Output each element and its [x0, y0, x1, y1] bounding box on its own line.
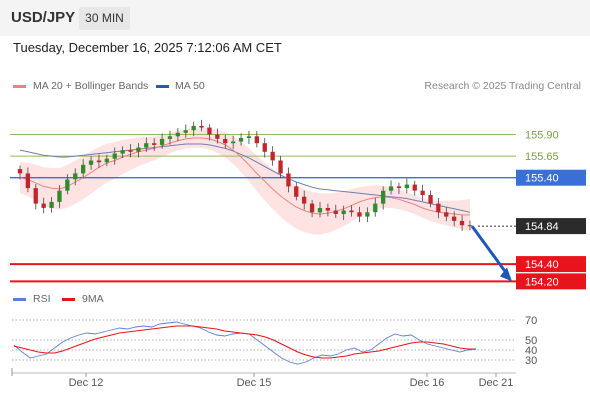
level-154-40-label: 154.40 [525, 259, 559, 271]
candle-body [191, 125, 196, 131]
candle-body [381, 190, 386, 204]
candle-body [317, 208, 323, 213]
level-155-90-label: 155.90 [525, 130, 559, 142]
projection-arrow-head [500, 267, 512, 282]
level-154-40-tag [516, 256, 586, 273]
candle-body [81, 164, 86, 174]
candle-body [428, 195, 433, 204]
candle-body [96, 160, 102, 163]
candle-body [349, 210, 354, 213]
candle-body [444, 212, 449, 217]
candle-body [262, 143, 267, 152]
candle-body [294, 186, 299, 197]
time-axis: Dec 12 Dec 15 Dec 16 Dec 21 [11, 368, 516, 389]
chart-datetime: Tuesday, December 16, 2025 7:12:06 AM CE… [13, 40, 282, 55]
x-tick-label: Dec 16 [410, 377, 445, 389]
candle-body [459, 220, 465, 226]
candle-body [436, 203, 441, 213]
candle-body [128, 150, 133, 152]
candle-body [120, 150, 125, 154]
candle-body [112, 153, 117, 159]
candle-body [88, 160, 94, 165]
candle-body [286, 173, 291, 187]
projection-arrow-shaft [470, 225, 510, 277]
ma20-legend-swatch [13, 85, 26, 88]
bollinger-band [20, 128, 470, 235]
level-154-20-tag [516, 273, 586, 290]
candle-body [270, 151, 275, 161]
candle-body [452, 216, 457, 221]
rsi-tick-70: 70 [525, 315, 537, 327]
level-155-65-label: 155.65 [525, 151, 559, 163]
candle-body [144, 143, 149, 148]
candle-body [215, 134, 220, 139]
level-155-40-label: 155.40 [525, 173, 559, 185]
candle-body [152, 143, 157, 145]
candle-body [341, 210, 346, 214]
candle-body [65, 179, 70, 191]
rsi-tick-50: 50 [525, 335, 537, 347]
research-credit: Research © 2025 Trading Central [424, 80, 581, 92]
candle-body [246, 136, 252, 138]
rsi-tick-30: 30 [525, 355, 537, 367]
level-155-40-tag [516, 169, 586, 186]
candle-body [231, 141, 236, 144]
candle-body [183, 130, 188, 133]
symbol-title: USD/JPY [11, 9, 76, 26]
rsi-tick-40: 40 [525, 345, 537, 357]
level-154-20-label: 154.20 [525, 276, 559, 288]
candle-body [73, 173, 78, 180]
candle-body [278, 160, 283, 174]
ma20-legend-label: MA 20 + Bollinger Bands [33, 80, 149, 92]
candle-body [41, 203, 46, 208]
candle-body [17, 169, 23, 174]
timeframe-badge[interactable]: 30 MIN [79, 7, 130, 30]
rsi-legend-swatch [13, 298, 26, 301]
candle-body [396, 186, 402, 189]
chart-header: USD/JPY 30 MIN [0, 0, 590, 36]
candle-body [175, 132, 180, 137]
ma20-line [19, 137, 470, 216]
candle-body [223, 138, 228, 144]
rsi-9ma-line [13, 325, 476, 359]
rsi-legend-label: RSI [33, 293, 51, 305]
candle-body [199, 125, 204, 128]
candle-body [238, 138, 244, 142]
ma50-line [19, 143, 471, 213]
candle-body [325, 208, 330, 211]
level-154-84-label: 154.84 [525, 221, 559, 233]
x-tick-label: Dec 15 [237, 377, 272, 389]
candle-body [136, 147, 141, 152]
candle-body [33, 188, 38, 204]
candle-body [207, 127, 212, 135]
candle-body [373, 203, 378, 213]
candle-body [167, 136, 173, 139]
candle-body [57, 190, 62, 202]
candle-body [25, 173, 30, 189]
candle-body [365, 212, 370, 217]
ma50-legend-swatch [156, 85, 169, 88]
ma9-legend-label: 9MA [82, 293, 104, 305]
candle-body [302, 196, 307, 204]
candle-body [357, 212, 362, 217]
candle-body [309, 203, 315, 213]
candle-body [420, 190, 425, 195]
candle-body [49, 201, 54, 208]
x-tick-label: Dec 12 [69, 377, 104, 389]
ma50-legend-label: MA 50 [175, 80, 205, 92]
price-panel: 155.90 155.65 155.40 154.84 154.40 154.20 [10, 119, 586, 290]
candle-body [467, 225, 473, 227]
candle-body [412, 184, 417, 191]
candle-body [404, 184, 409, 189]
candle-body [388, 186, 394, 191]
x-tick-label: Dec 21 [479, 377, 514, 389]
candle-body [333, 210, 338, 214]
level-154-84-tag [516, 218, 586, 235]
candle-body [254, 136, 259, 144]
candle-body [159, 138, 165, 145]
candle-body [104, 158, 109, 163]
ma9-legend-swatch [62, 298, 75, 301]
